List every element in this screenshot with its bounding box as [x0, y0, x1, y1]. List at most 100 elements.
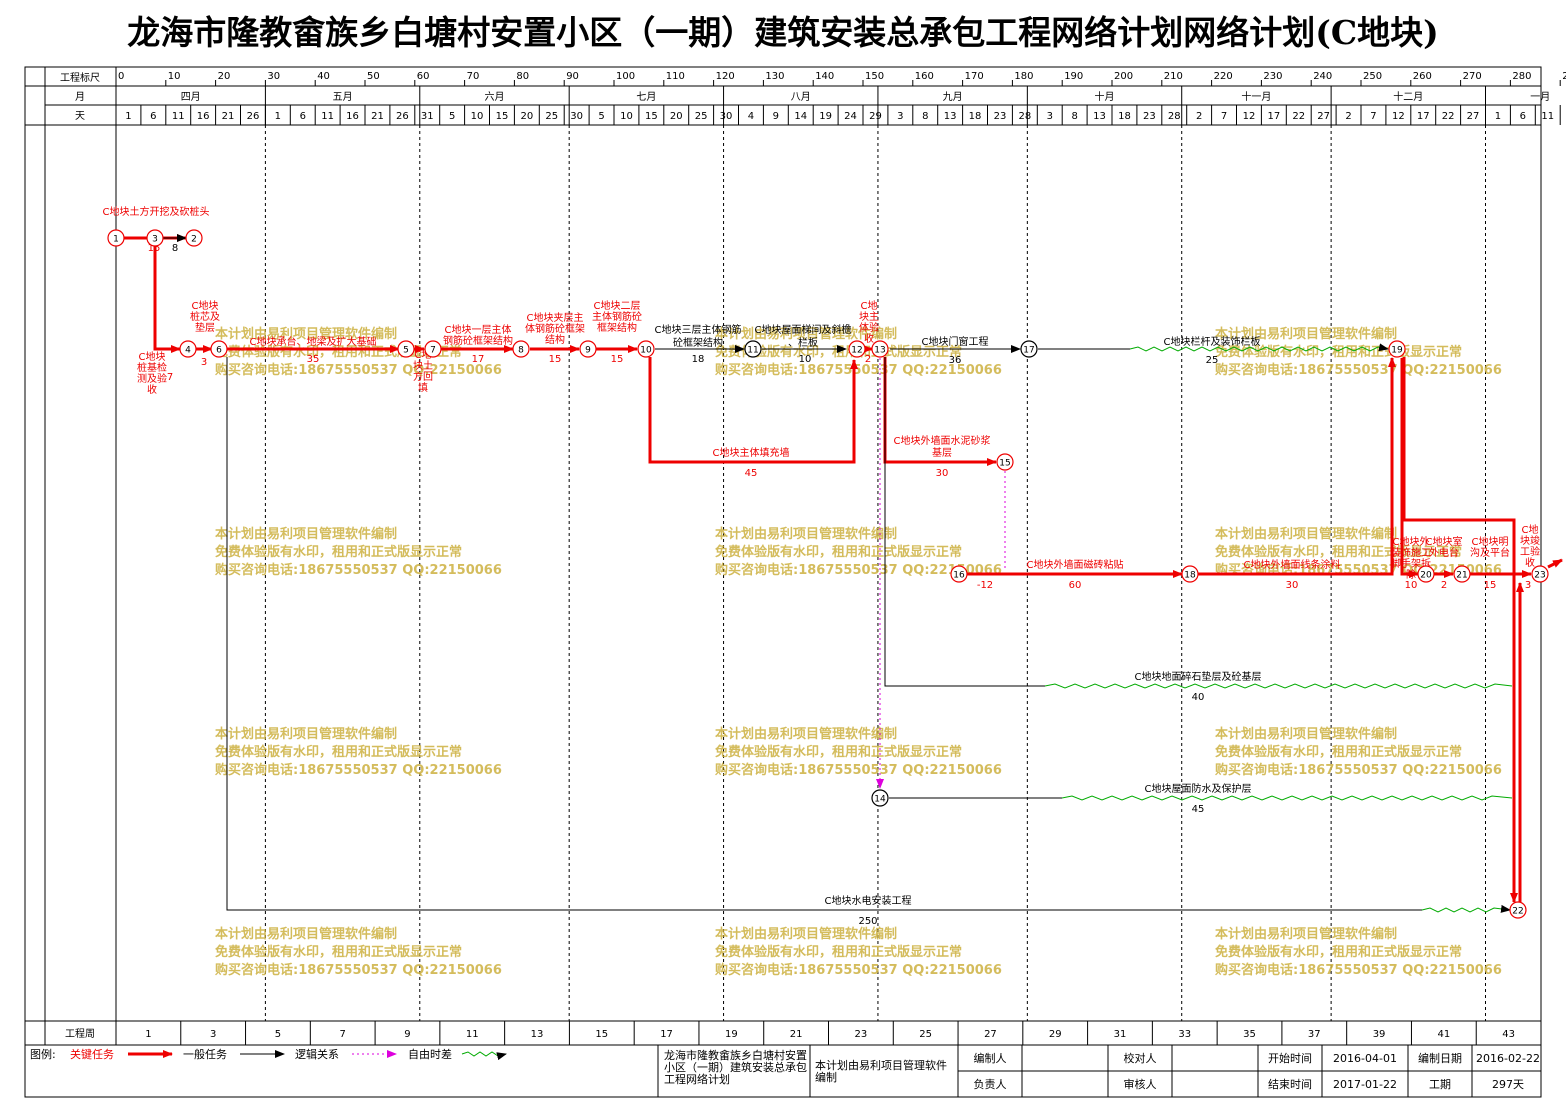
- scale-tick-label: 20: [218, 71, 231, 82]
- scale-tick-label: 60: [417, 71, 430, 82]
- scale-tick-label: 290: [1562, 71, 1566, 82]
- footer-compiler-label: 编制人: [974, 1051, 1007, 1065]
- day-cell: 4: [748, 111, 754, 122]
- node-19: [1388, 340, 1406, 358]
- watermark-text: 本计划由易利项目管理软件编制免费体验版有水印，租用和正式版显示正常购买咨询电话:…: [1215, 926, 1502, 978]
- node-9: [579, 340, 597, 358]
- week-cell: 27: [984, 1029, 997, 1040]
- dur-t20: 15: [1484, 580, 1497, 591]
- timescale-grid: [24, 66, 1542, 1098]
- label-t12: C地块主体填充墙: [713, 446, 790, 459]
- dur-t9: 18: [692, 354, 705, 365]
- scale-tick-label: 80: [516, 71, 529, 82]
- node-label: 16: [953, 571, 965, 581]
- scale-tick-label: 100: [616, 71, 635, 82]
- label-t18: C地块外装饰施工脚手架拆除: [1391, 535, 1431, 581]
- week-cell: 19: [725, 1029, 738, 1040]
- month-cell: 十一月: [1241, 90, 1271, 103]
- node-label: 10: [640, 346, 652, 356]
- label-t7: C地块夹层主体钢筋砼框架结构: [525, 311, 585, 346]
- day-cell: 23: [994, 111, 1007, 122]
- dur-t13: 36: [949, 355, 962, 366]
- node-label: 7: [430, 346, 436, 356]
- node-21: [1453, 565, 1471, 583]
- dur-t22: 40: [1192, 692, 1205, 703]
- scale-tick-label: 90: [566, 71, 579, 82]
- day-cell: 18: [969, 111, 982, 122]
- dur-t18: 10: [1405, 580, 1418, 591]
- dur-t6: 17: [472, 354, 485, 365]
- scale-tick-label: 0: [118, 71, 124, 82]
- footer-checker-label: 校对人: [1124, 1051, 1157, 1065]
- free-float-13-22: [1044, 683, 1513, 689]
- dur-t12: 45: [745, 468, 758, 479]
- week-cell: 35: [1243, 1029, 1256, 1040]
- day-cell: 24: [844, 111, 857, 122]
- day-cell: 23: [1143, 111, 1156, 122]
- label-t15: C地块外墙面水泥砂浆基层: [894, 434, 991, 459]
- scale-tick-label: 230: [1263, 71, 1282, 82]
- scale-tick-label: 160: [915, 71, 934, 82]
- node-label: 21: [1456, 571, 1467, 581]
- day-cell: 5: [598, 111, 604, 122]
- week-cell: 21: [790, 1029, 803, 1040]
- label-t16: C地块外墙面磁砖粘贴: [1027, 558, 1124, 571]
- node-2: [185, 229, 203, 247]
- day-cell: 5: [449, 111, 455, 122]
- dur-t10: 10: [799, 354, 812, 365]
- dur-t1: 15: [148, 243, 161, 254]
- node-20: [1417, 565, 1435, 583]
- arrow-10-12: [648, 357, 858, 464]
- month-cell: 九月: [943, 91, 963, 103]
- node-11: [744, 340, 762, 358]
- month-label: 月: [75, 91, 85, 103]
- week-cell: 7: [340, 1029, 346, 1040]
- watermark-text: 本计划由易利项目管理软件编制免费体验版有水印，租用和正式版显示正常购买咨询电话:…: [215, 926, 502, 978]
- day-cell: 11: [321, 111, 334, 122]
- day-cell: 2: [1345, 111, 1351, 122]
- week-cell: 5: [275, 1029, 281, 1040]
- day-cell: 10: [620, 111, 633, 122]
- legend-general-label: 一般任务: [183, 1048, 227, 1061]
- day-cell: 31: [421, 111, 434, 122]
- scale-tick-label: 10: [168, 71, 181, 82]
- arrow-19-20: [1400, 358, 1419, 578]
- scale-tick-label: 200: [1114, 71, 1133, 82]
- node-17: [1020, 340, 1038, 358]
- footer-table: 龙海市隆教畲族乡白塘村安置小区（一期）建筑安装总承包工程网络计划 本计划由易利项…: [664, 1048, 1540, 1091]
- scale-tick-label: 110: [666, 71, 685, 82]
- free-float-14-22: [1061, 795, 1513, 801]
- day-cell: 8: [1071, 111, 1077, 122]
- dur-t24: 250: [858, 916, 877, 927]
- legend-logic-label: 逻辑关系: [295, 1047, 339, 1061]
- day-cell: 15: [496, 111, 509, 122]
- footer-project: 龙海市隆教畲族乡白塘村安置小区（一期）建筑安装总承包工程网络计划: [664, 1048, 807, 1086]
- page-title: 龙海市隆教畲族乡白塘村安置小区（一期）建筑安装总承包工程网络计划网络计划(C地块…: [127, 13, 1439, 52]
- day-cell: 30: [720, 111, 733, 122]
- footer-reviewer-label: 审核人: [1124, 1077, 1157, 1091]
- week-cell: 25: [919, 1029, 932, 1040]
- label-t3: C地块桩芯及垫层: [190, 299, 220, 334]
- week-cell: 29: [1049, 1029, 1062, 1040]
- day-cell: 6: [1520, 111, 1526, 122]
- task-labels: C地块土方开挖及砍桩头 15 8 C地块桩基检测及验收 7 C地块桩芯及垫层 3…: [103, 205, 1540, 927]
- node-label: 9: [585, 346, 591, 356]
- day-cell: 29: [869, 111, 882, 122]
- arrow-18-19: [1198, 357, 1396, 576]
- node-14: [871, 789, 889, 807]
- legend-free-arrow: [461, 1051, 507, 1061]
- node-23: [1531, 565, 1549, 583]
- day-cell: 7: [1370, 111, 1376, 122]
- node-label: 19: [1391, 346, 1403, 356]
- day-cell: 25: [695, 111, 708, 122]
- scale-tick-label: 150: [865, 71, 884, 82]
- week-cell: 15: [595, 1029, 608, 1040]
- day-cell: 27: [1317, 111, 1330, 122]
- arrow-3-4: [153, 244, 181, 353]
- dur-t21: 3: [1525, 580, 1531, 591]
- week-cell: 9: [404, 1029, 410, 1040]
- day-cell: 28: [1018, 111, 1031, 122]
- watermark-group: 本计划由易利项目管理软件编制免费体验版有水印，租用和正式版显示正常购买咨询电话:…: [215, 326, 1502, 978]
